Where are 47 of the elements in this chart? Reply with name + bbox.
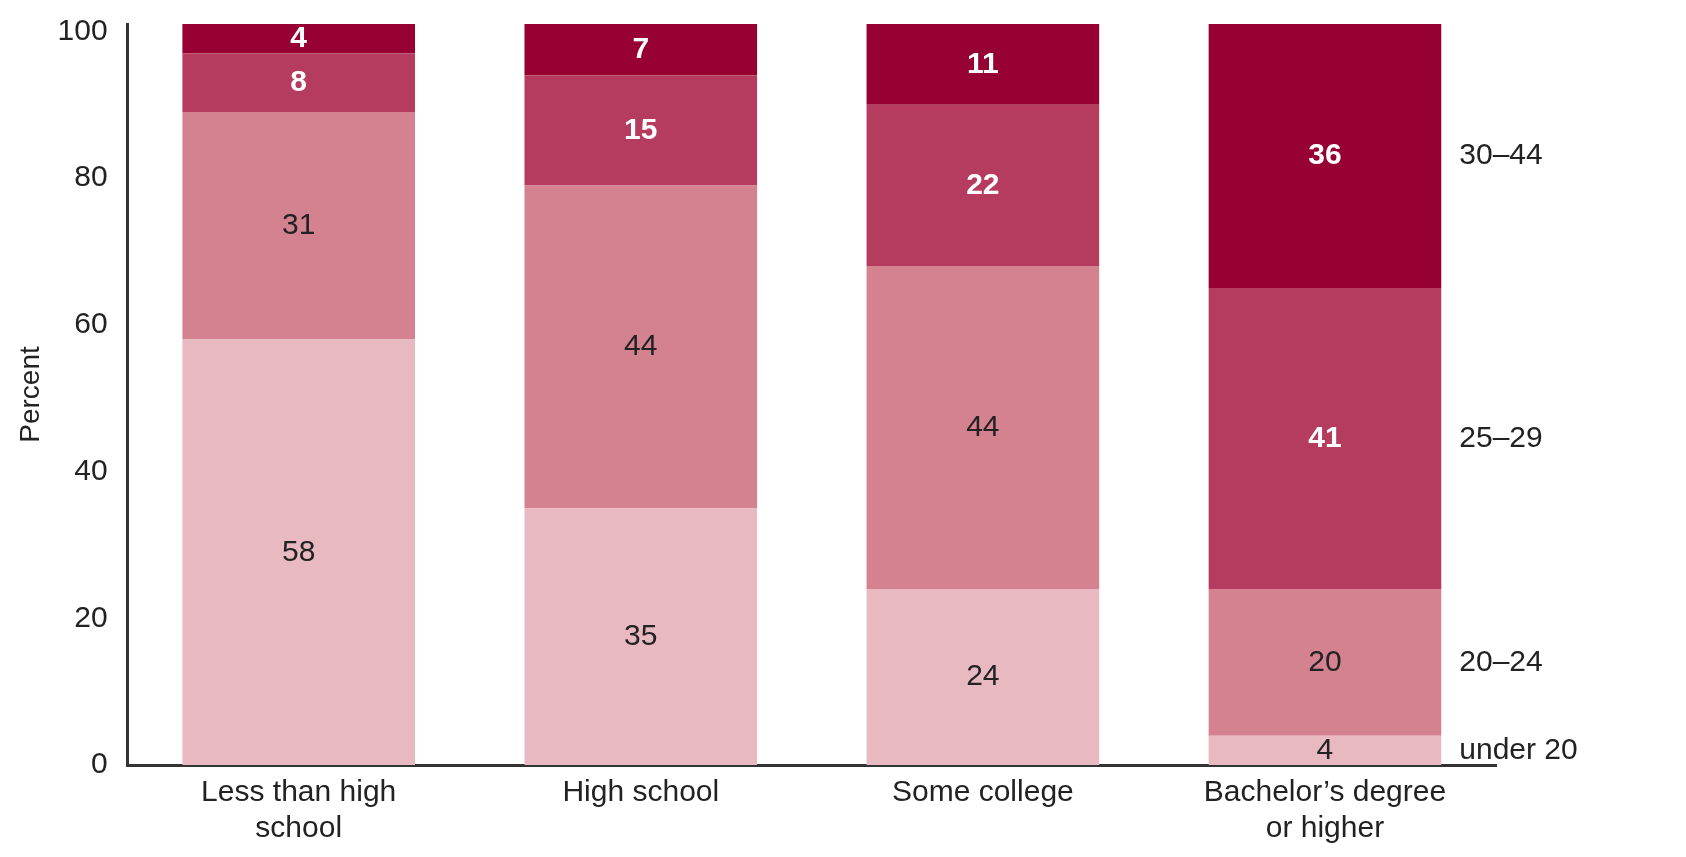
series-label: under 20 [1459,731,1578,765]
data-label: 8 [290,63,308,97]
series-label: 20–24 [1459,643,1543,677]
x-tick-label: Some college [891,774,1074,808]
y-tick-label: 20 [74,599,108,633]
data-label: 11 [967,45,999,79]
data-label: 44 [624,328,658,362]
bar [182,339,416,765]
data-label: 41 [1308,419,1342,453]
bar [866,266,1100,589]
bar [524,508,758,765]
bar [524,75,758,186]
x-tick-label: High school [562,774,720,808]
bar [1208,288,1442,589]
x-tick-label: Less than high school [201,774,397,844]
data-label: 24 [966,658,1000,692]
data-label: 44 [966,408,1000,442]
data-label: 20 [1308,643,1342,677]
data-label: 4 [1316,731,1334,765]
data-label: 4 [290,19,308,53]
bar [866,24,1100,105]
data-label: 36 [1308,137,1342,171]
series-label: 30–44 [1459,137,1543,171]
bar [1208,24,1442,289]
bar [1208,735,1442,765]
data-label: 15 [624,111,658,145]
y-axis-title: Percent [13,346,45,443]
y-tick-label: 100 [57,12,108,46]
bar [524,185,758,509]
y-tick-label: 80 [74,159,108,193]
data-label: 35 [624,617,658,651]
bar [182,24,416,54]
y-tick-label: 40 [74,452,108,486]
series-label: 25–29 [1459,419,1543,453]
data-label: 31 [282,207,316,241]
x-tick-label: Bachelor’s degree or higher [1203,774,1447,844]
data-label: 58 [282,533,316,567]
y-tick-label: 60 [74,306,108,340]
data-label: 22 [966,166,1000,200]
y-tick-label: 0 [90,746,108,780]
bar [182,112,416,340]
data-label: 7 [632,30,650,64]
bar [524,24,758,76]
bar [1208,588,1442,736]
bar [182,53,416,113]
bar [866,588,1100,765]
bar [866,104,1100,267]
